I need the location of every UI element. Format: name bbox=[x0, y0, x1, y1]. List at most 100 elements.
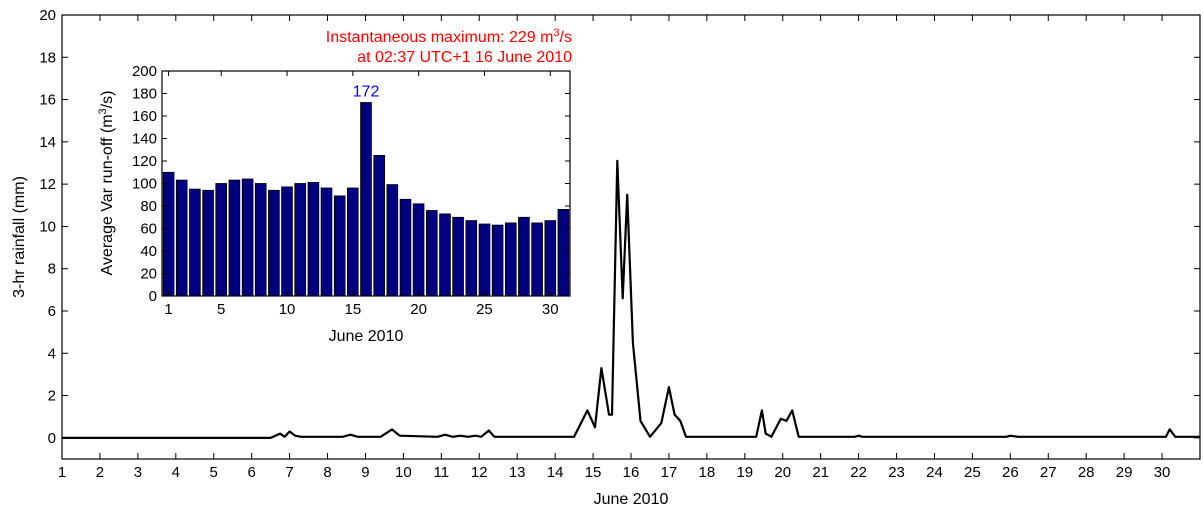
main-x-tick-label: 2 bbox=[96, 464, 104, 481]
main-x-tick-label: 13 bbox=[509, 464, 526, 481]
main-x-tick-label: 27 bbox=[1040, 464, 1057, 481]
main-y-tick-label: 14 bbox=[39, 134, 56, 151]
inset-bar bbox=[400, 199, 411, 296]
main-y-tick-label: 6 bbox=[48, 303, 56, 320]
inset-y-tick-label: 120 bbox=[132, 153, 157, 170]
main-y-tick-label: 0 bbox=[48, 430, 56, 447]
inset-bar bbox=[229, 180, 240, 296]
inset-bar bbox=[190, 189, 201, 296]
inset-bar bbox=[334, 196, 345, 296]
inset-y-tick-label: 160 bbox=[132, 108, 157, 125]
main-x-axis-label: June 2010 bbox=[594, 491, 669, 508]
main-x-tick-label: 5 bbox=[210, 464, 218, 481]
inset-bar bbox=[216, 184, 227, 297]
inset-bar bbox=[558, 209, 569, 296]
inset-y-tick-label: 80 bbox=[140, 198, 157, 215]
main-x-tick-label: 16 bbox=[623, 464, 640, 481]
inset-y-tick-label: 60 bbox=[140, 221, 157, 238]
inset-y-label-suffix: /s) bbox=[99, 91, 116, 109]
inset-bar bbox=[519, 217, 530, 296]
inset-y-tick-label: 100 bbox=[132, 176, 157, 193]
inset-bar bbox=[255, 184, 266, 297]
main-x-tick-label: 28 bbox=[1078, 464, 1095, 481]
inset-y-tick-label: 20 bbox=[140, 266, 157, 283]
inset-bar bbox=[308, 182, 319, 296]
main-x-tick-label: 25 bbox=[964, 464, 981, 481]
main-y-tick-label: 20 bbox=[39, 7, 56, 24]
inset-y-axis-label: Average Var run-off (m3/s) bbox=[97, 91, 116, 276]
main-x-tick-label: 11 bbox=[434, 464, 450, 481]
main-y-axis-label: 3-hr rainfall (mm) bbox=[11, 176, 28, 298]
main-y-tick-label: 8 bbox=[48, 261, 56, 278]
inset-x-tick-label: 10 bbox=[279, 301, 296, 318]
inset-peak-value-label: 172 bbox=[353, 84, 380, 101]
main-x-tick-label: 17 bbox=[661, 464, 678, 481]
main-x-tick-label: 22 bbox=[850, 464, 867, 481]
inset-y-tick-label: 0 bbox=[149, 288, 157, 305]
annotation-instantaneous-maximum: Instantaneous maximum: 229 m3/s bbox=[326, 27, 572, 46]
inset-bar bbox=[492, 225, 503, 296]
main-x-tick-label: 6 bbox=[247, 464, 255, 481]
main-x-tick-label: 29 bbox=[1116, 464, 1133, 481]
inset-bar bbox=[505, 223, 516, 296]
inset-bar bbox=[545, 221, 556, 296]
inset-bar bbox=[440, 214, 451, 296]
main-x-tick-label: 21 bbox=[812, 464, 829, 481]
main-x-tick-label: 10 bbox=[395, 464, 412, 481]
main-x-tick-label: 19 bbox=[736, 464, 753, 481]
main-x-tick-label: 18 bbox=[699, 464, 716, 481]
main-x-tick-label: 24 bbox=[926, 464, 943, 481]
inset-bar bbox=[242, 179, 253, 296]
annotation-line1-suffix: /s bbox=[560, 29, 572, 46]
main-y-tick-label: 18 bbox=[39, 49, 56, 66]
inset-bar bbox=[466, 221, 477, 296]
inset-bar bbox=[176, 180, 187, 296]
inset-bar bbox=[282, 187, 293, 296]
inset-bar bbox=[203, 190, 214, 296]
inset-x-tick-label: 5 bbox=[217, 301, 225, 318]
inset-y-tick-label: 40 bbox=[140, 243, 157, 260]
main-x-tick-label: 23 bbox=[888, 464, 905, 481]
main-y-tick-label: 12 bbox=[39, 176, 56, 193]
inset-bar bbox=[387, 185, 398, 296]
inset-bar bbox=[321, 188, 332, 296]
inset-bar bbox=[374, 155, 385, 296]
inset-x-tick-label: 1 bbox=[164, 301, 172, 318]
inset-bar bbox=[479, 224, 490, 296]
main-x-tick-label: 20 bbox=[774, 464, 791, 481]
inset-x-tick-label: 30 bbox=[542, 301, 559, 318]
inset-y-label-text: Average Var run-off (m bbox=[99, 114, 116, 275]
main-y-tick-label: 10 bbox=[39, 218, 56, 235]
inset-y-tick-label: 180 bbox=[132, 86, 157, 103]
main-x-tick-label: 4 bbox=[172, 464, 180, 481]
main-y-tick-label: 16 bbox=[39, 92, 56, 109]
annotation-time: at 02:37 UTC+1 16 June 2010 bbox=[357, 49, 572, 66]
inset-bar bbox=[361, 103, 372, 297]
inset-y-tick-label: 140 bbox=[132, 131, 157, 148]
main-x-tick-label: 1 bbox=[58, 464, 66, 481]
inset-bar bbox=[426, 211, 437, 297]
inset-x-tick-label: 20 bbox=[410, 301, 427, 318]
main-y-tick-label: 4 bbox=[48, 345, 56, 362]
inset-bar bbox=[295, 184, 306, 297]
inset-bar bbox=[453, 217, 464, 296]
main-x-tick-label: 15 bbox=[585, 464, 602, 481]
main-x-tick-label: 12 bbox=[471, 464, 488, 481]
inset-y-tick-label: 200 bbox=[132, 63, 157, 80]
main-x-tick-label: 7 bbox=[285, 464, 293, 481]
main-y-tick-label: 2 bbox=[48, 388, 56, 405]
main-x-tick-label: 9 bbox=[361, 464, 369, 481]
inset-bar bbox=[532, 223, 543, 296]
inset-x-tick-label: 15 bbox=[344, 301, 361, 318]
annotation-line1-text: Instantaneous maximum: 229 m bbox=[326, 29, 554, 46]
inset-bar bbox=[413, 204, 424, 296]
inset-runoff-chart: 1 5 10 15 20 25 30 020406080100120140160180200… bbox=[97, 27, 572, 345]
main-x-tick-label: 14 bbox=[547, 464, 564, 481]
inset-bar bbox=[269, 190, 280, 296]
inset-bar bbox=[347, 188, 358, 296]
main-x-tick-label: 26 bbox=[1002, 464, 1019, 481]
main-x-tick-label: 8 bbox=[323, 464, 331, 481]
inset-bar bbox=[163, 172, 174, 296]
inset-x-axis-label: June 2010 bbox=[329, 328, 404, 345]
